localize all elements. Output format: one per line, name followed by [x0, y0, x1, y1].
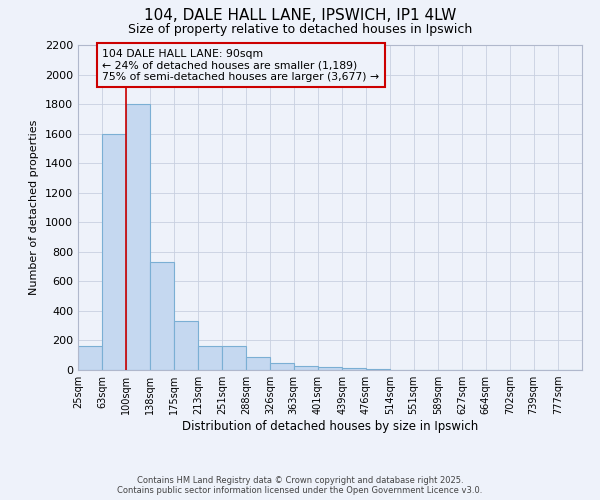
X-axis label: Distribution of detached houses by size in Ipswich: Distribution of detached houses by size …	[182, 420, 478, 433]
Bar	[222, 346, 246, 370]
Bar	[293, 366, 318, 370]
Bar	[342, 368, 366, 370]
Bar	[198, 346, 222, 370]
Text: 104 DALE HALL LANE: 90sqm
← 24% of detached houses are smaller (1,189)
75% of se: 104 DALE HALL LANE: 90sqm ← 24% of detac…	[102, 48, 379, 82]
Bar	[126, 104, 150, 370]
Y-axis label: Number of detached properties: Number of detached properties	[29, 120, 40, 295]
Bar	[173, 322, 198, 370]
Bar	[270, 362, 293, 370]
Text: Size of property relative to detached houses in Ipswich: Size of property relative to detached ho…	[128, 22, 472, 36]
Bar	[78, 346, 102, 370]
Bar	[150, 262, 173, 370]
Text: Contains HM Land Registry data © Crown copyright and database right 2025.
Contai: Contains HM Land Registry data © Crown c…	[118, 476, 482, 495]
Text: 104, DALE HALL LANE, IPSWICH, IP1 4LW: 104, DALE HALL LANE, IPSWICH, IP1 4LW	[144, 8, 456, 22]
Bar	[318, 367, 342, 370]
Bar	[246, 356, 270, 370]
Bar	[102, 134, 126, 370]
